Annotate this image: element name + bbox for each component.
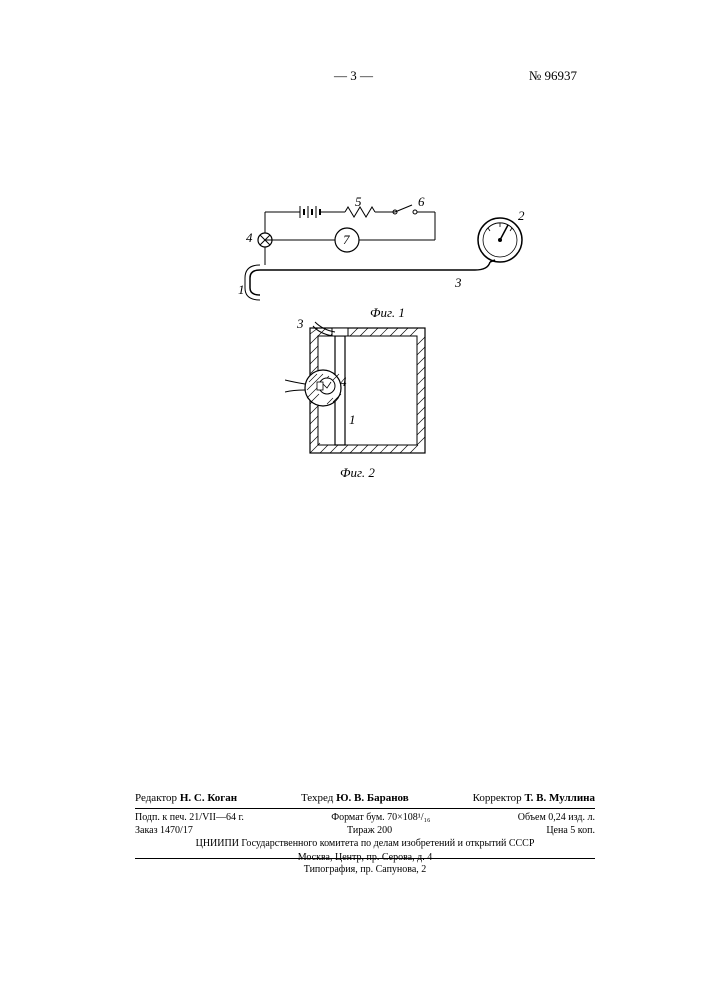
- figure-2: 1 3 4: [285, 320, 435, 480]
- callout-f2-3: 3: [297, 316, 304, 332]
- pub-volume: Объем 0,24 изд. л.: [518, 812, 595, 825]
- pub-org: ЦНИИПИ Государственного комитета по дела…: [135, 838, 595, 851]
- pub-order: Заказ 1470/17: [135, 825, 193, 838]
- callout-2: 2: [518, 208, 525, 224]
- publication-info: Подп. к печ. 21/VII—64 г. Формат бум. 70…: [135, 812, 595, 864]
- pub-tirazh: Тираж 200: [347, 825, 392, 838]
- callout-7: 7: [343, 232, 350, 248]
- tech-editor: Техред Ю. В. Баранов: [301, 792, 409, 804]
- credits-row: Редактор Н. С. Коган Техред Ю. В. Барано…: [135, 792, 595, 804]
- pub-date: Подп. к печ. 21/VII—64 г.: [135, 812, 244, 825]
- callout-6: 6: [418, 194, 425, 210]
- pub-price: Цена 5 коп.: [546, 825, 595, 838]
- callout-f2-4: 4: [340, 374, 347, 390]
- callout-5: 5: [355, 194, 362, 210]
- editor: Редактор Н. С. Коган: [135, 792, 237, 804]
- callout-3: 3: [455, 275, 462, 291]
- callout-1: 1: [238, 282, 245, 298]
- callout-4: 4: [246, 230, 253, 246]
- document-number: № 96937: [529, 68, 577, 84]
- figure-2-caption: Фиг. 2: [340, 465, 375, 481]
- printer-info: Типография, пр. Сапунова, 2: [135, 864, 595, 875]
- corrector: Корректор Т. В. Муллина: [473, 792, 595, 804]
- pub-format: Формат бум. 70×108¹/₁₆: [331, 812, 430, 825]
- figure-1: 1 2 3 4 5 6 7: [240, 200, 530, 310]
- callout-f2-1: 1: [349, 412, 356, 428]
- figure-1-caption: Фиг. 1: [370, 305, 405, 321]
- divider-2: [135, 858, 595, 859]
- page-number: — 3 —: [334, 68, 373, 84]
- divider-1: [135, 808, 595, 809]
